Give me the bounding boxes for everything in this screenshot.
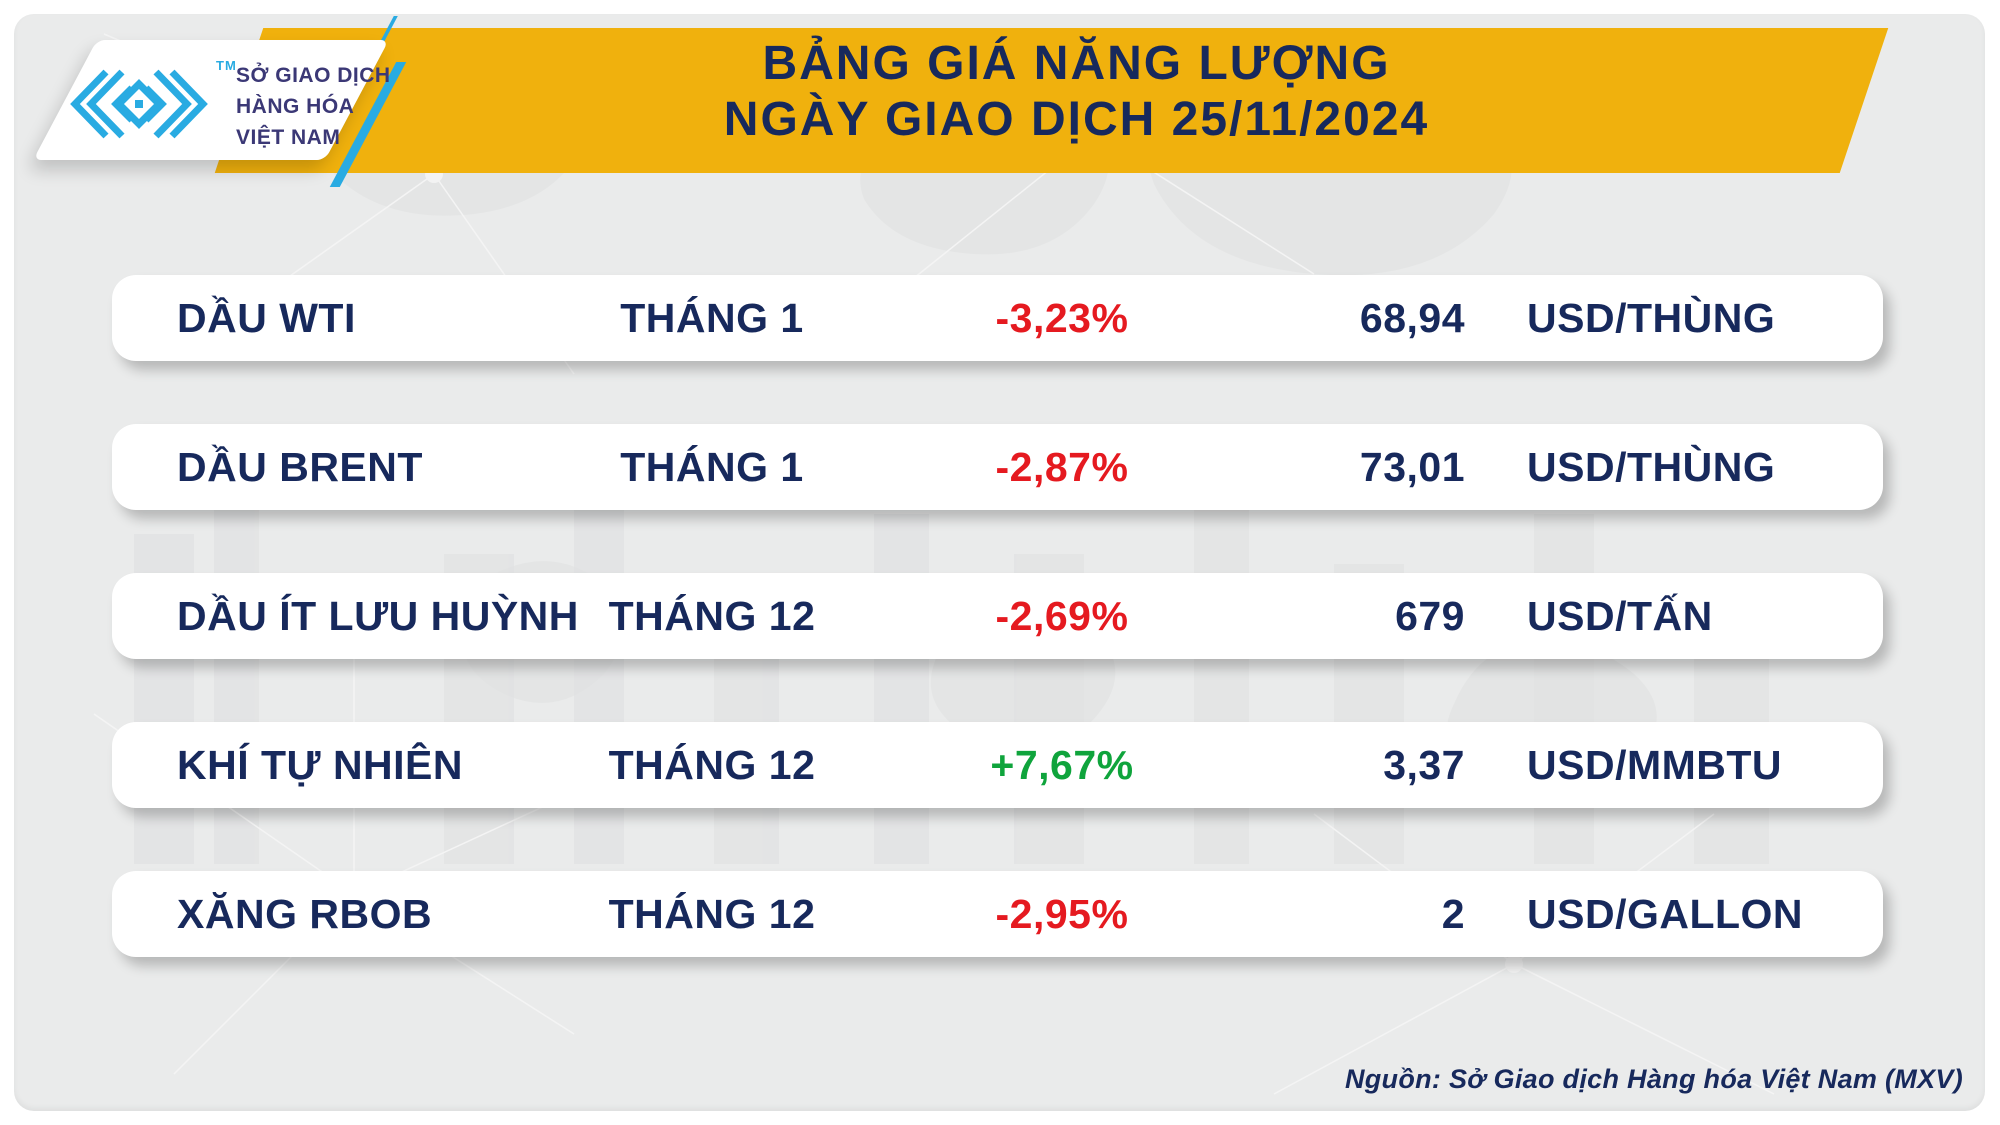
table-row: DẦU BRENT THÁNG 1 -2,87% 73,01 USD/THÙNG [112,424,1883,510]
contract-month: THÁNG 1 [620,294,804,341]
table-row: DẦU ÍT LƯU HUỲNH THÁNG 12 -2,69% 679 USD… [112,573,1883,659]
logo-block: TM SỞ GIAO DỊCH HÀNG HÓA VIỆT NAM [68,54,390,154]
price-value: 3,37 [1383,741,1465,788]
price-value: 68,94 [1359,294,1465,341]
price-unit: USD/GALLON [1527,890,1804,937]
change-percent: -2,87% [995,443,1129,490]
price-value: 2 [1441,890,1465,937]
price-unit: USD/THÙNG [1527,294,1776,341]
commodity-name: KHÍ TỰ NHIÊN [177,741,464,788]
price-unit: USD/THÙNG [1527,443,1776,490]
contract-month: THÁNG 12 [608,890,816,937]
table-row: KHÍ TỰ NHIÊN THÁNG 12 +7,67% 3,37 USD/MM… [112,722,1883,808]
price-value: 73,01 [1359,443,1465,490]
contract-month: THÁNG 12 [608,592,816,639]
content-canvas: BẢNG GIÁ NĂNG LƯỢNG NGÀY GIAO DỊCH 25/11… [14,14,1985,1111]
mxv-logo-icon [70,69,208,139]
change-percent: -2,95% [995,890,1129,937]
page-subtitle: NGÀY GIAO DỊCH 25/11/2024 [723,93,1430,146]
logo-org-line2: HÀNG HÓA [236,95,355,118]
contract-month: THÁNG 12 [608,741,816,788]
page-title-block: BẢNG GIÁ NĂNG LƯỢNG NGÀY GIAO DỊCH 25/11… [264,36,1889,166]
commodity-name: DẦU ÍT LƯU HUỲNH [177,592,579,639]
page-title: BẢNG GIÁ NĂNG LƯỢNG [762,37,1391,90]
trademark-label: TM [216,58,237,73]
logo-org-line3: VIỆT NAM [236,126,341,149]
commodity-name: DẦU WTI [177,294,356,341]
table-row: DẦU WTI THÁNG 1 -3,23% 68,94 USD/THÙNG [112,275,1883,361]
price-unit: USD/TẤN [1527,592,1713,639]
logo-org-name: SỞ GIAO DỊCH HÀNG HÓA VIỆT NAM [236,60,396,153]
commodity-name: DẦU BRENT [177,443,423,490]
table-row: XĂNG RBOB THÁNG 12 -2,95% 2 USD/GALLON [112,871,1883,957]
price-unit: USD/MMBTU [1527,741,1783,788]
source-note: Nguồn: Sở Giao dịch Hàng hóa Việt Nam (M… [1344,1064,1963,1094]
change-percent: -3,23% [995,294,1129,341]
contract-month: THÁNG 1 [620,443,804,490]
change-percent: +7,67% [990,741,1134,788]
price-value: 679 [1395,592,1465,639]
logo-org-line1: SỞ GIAO DỊCH [236,64,391,87]
change-percent: -2,69% [995,592,1129,639]
commodity-name: XĂNG RBOB [177,890,433,937]
